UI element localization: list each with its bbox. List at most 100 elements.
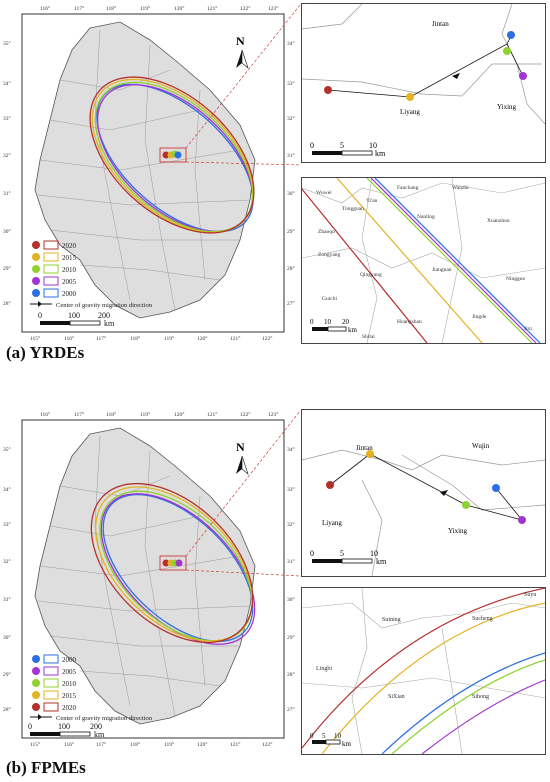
svg-text:2005: 2005 [62,668,77,676]
svg-text:119°: 119° [140,5,150,12]
svg-text:5: 5 [340,141,344,150]
svg-text:116°: 116° [64,335,74,342]
svg-text:117°: 117° [74,411,84,418]
svg-text:33°: 33° [287,486,295,493]
caption-b: (b) FPMEs [6,758,86,777]
svg-text:5: 5 [340,549,344,558]
svg-text:31°: 31° [287,152,295,159]
svg-text:116°: 116° [40,411,50,418]
svg-text:27°: 27° [287,300,295,307]
svg-text:118°: 118° [106,5,116,12]
svg-text:Suining: Suining [382,617,401,623]
svg-text:29°: 29° [3,265,11,272]
svg-text:0: 0 [310,318,314,326]
svg-text:2020: 2020 [62,242,77,250]
svg-text:34°: 34° [287,40,295,47]
svg-text:0: 0 [28,722,32,731]
svg-text:Center of gravity migration di: Center of gravity migration direction [56,715,153,722]
svg-text:Huangshan: Huangshan [397,319,422,325]
scale-bar: 0 100 200 km [28,722,105,739]
svg-text:115°: 115° [30,335,40,342]
svg-text:117°: 117° [96,741,106,748]
svg-text:km: km [104,319,115,328]
svg-text:116°: 116° [40,5,50,12]
svg-text:km: km [342,740,352,748]
svg-text:27°: 27° [287,706,295,713]
svg-text:117°: 117° [74,5,84,12]
svg-text:28°: 28° [3,706,11,713]
svg-text:122°: 122° [240,411,250,418]
svg-text:10: 10 [324,318,332,326]
svg-text:Yixing: Yixing [497,103,517,111]
svg-text:0: 0 [310,141,314,150]
svg-text:2010: 2010 [62,266,77,274]
svg-text:121°: 121° [230,741,240,748]
svg-text:122°: 122° [262,335,272,342]
north-arrow-icon: N [236,34,249,69]
svg-text:Zongyang: Zongyang [318,252,341,258]
svg-text:Lingbi: Lingbi [316,666,332,672]
svg-text:Yi'an: Yi'an [366,198,378,204]
svg-text:123°: 123° [268,5,278,12]
svg-text:122°: 122° [240,5,250,12]
top-axis-labels: 116° 117° 118° 119° 120° 121° 122° 123° [40,5,278,12]
svg-text:30°: 30° [287,596,295,603]
svg-text:118°: 118° [130,741,140,748]
svg-text:Jixi: Jixi [524,326,532,332]
svg-text:Jingde: Jingde [472,314,487,320]
svg-text:Jintan: Jintan [432,20,449,28]
svg-text:N: N [236,34,245,48]
svg-text:km: km [375,149,386,158]
svg-text:Center of gravity migration di: Center of gravity migration direction [56,302,153,309]
svg-text:32°: 32° [3,558,11,565]
panel-b-inset-top: Jintan Wujin Liyang Yixing 0 5 10 km [301,409,546,577]
svg-text:10: 10 [370,549,378,558]
svg-text:28°: 28° [287,671,295,678]
svg-text:121°: 121° [207,411,217,418]
svg-text:29°: 29° [287,634,295,641]
svg-text:10: 10 [334,732,342,740]
svg-text:2020: 2020 [62,704,77,712]
right-axis-labels: 34° 33° 32° 31° 30° 29° 28° 27° [287,40,295,307]
svg-text:100: 100 [68,311,80,320]
svg-text:Qingyang: Qingyang [360,272,382,278]
svg-text:120°: 120° [174,411,184,418]
svg-text:33°: 33° [3,115,11,122]
svg-text:120°: 120° [174,5,184,12]
svg-text:2005: 2005 [62,278,77,286]
svg-text:118°: 118° [106,411,116,418]
svg-text:SiXian: SiXian [388,694,405,700]
svg-text:34°: 34° [3,80,11,87]
region-shape [34,21,256,319]
svg-text:20: 20 [342,318,350,326]
svg-text:30°: 30° [3,634,11,641]
svg-text:100: 100 [58,722,70,731]
svg-text:Suyu: Suyu [524,592,536,598]
svg-text:200: 200 [90,722,102,731]
svg-text:km: km [348,326,358,334]
sde-ellipses [89,76,255,234]
svg-text:117°: 117° [96,335,106,342]
svg-text:35°: 35° [3,446,11,453]
svg-text:28°: 28° [3,300,11,307]
svg-text:2015: 2015 [62,254,77,262]
svg-text:2015: 2015 [62,692,77,700]
caption-a: (a) YRDEs [6,343,85,362]
svg-text:Guichi: Guichi [322,296,337,302]
svg-text:Ningguo: Ningguo [506,276,526,282]
legend: 2020 2015 2010 2005 2000 Center of gravi… [30,240,153,309]
left-axis-labels: 35° 34° 33° 32° 31° 30° 29° 28° [3,40,11,307]
panel-b-inset-bottom: Suyu Suining Sucheng Lingbi SiXian Sihon… [301,587,546,755]
svg-text:33°: 33° [287,80,295,87]
svg-text:Yixing: Yixing [448,527,468,535]
svg-text:Jintan: Jintan [356,444,373,452]
svg-text:Liyang: Liyang [400,108,420,116]
svg-text:Nanling: Nanling [417,214,435,220]
svg-text:30°: 30° [3,228,11,235]
svg-text:28°: 28° [287,265,295,272]
svg-text:119°: 119° [140,411,150,418]
svg-text:119°: 119° [164,741,174,748]
svg-text:0: 0 [38,311,42,320]
svg-text:Jiangnan: Jiangnan [432,267,452,273]
svg-text:33°: 33° [3,521,11,528]
